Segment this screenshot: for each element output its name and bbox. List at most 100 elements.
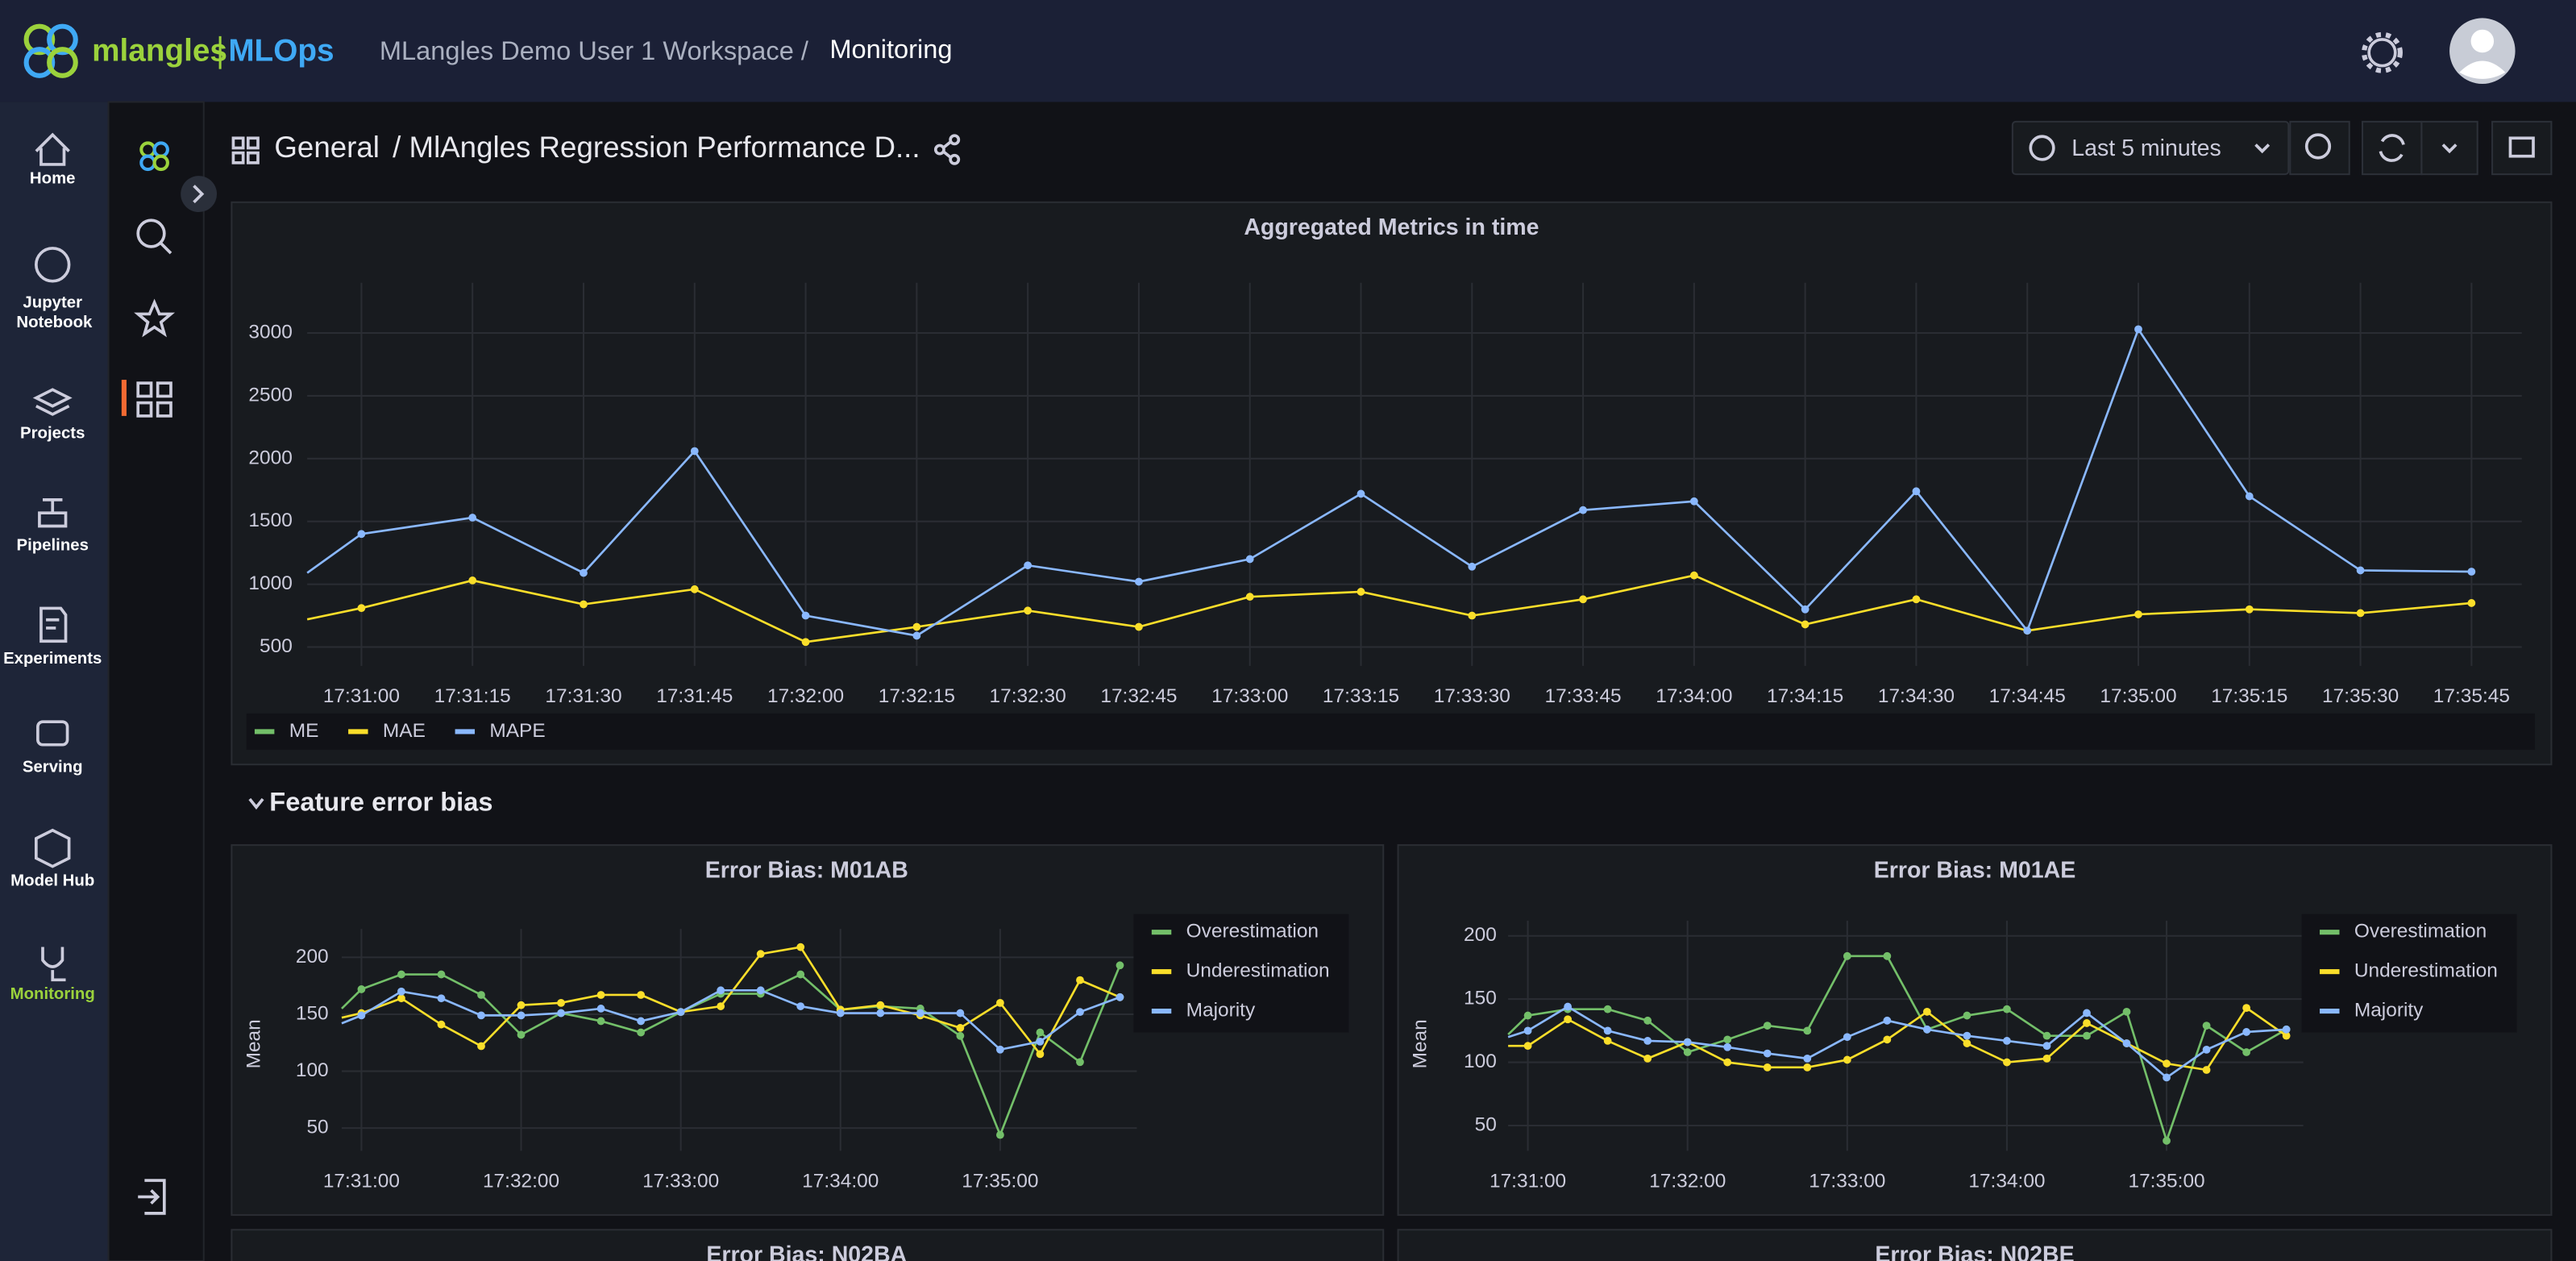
data-point xyxy=(2042,1054,2051,1063)
y-tick-label: 200 xyxy=(1464,924,1497,946)
dashboard-icon xyxy=(231,136,260,164)
data-point xyxy=(2083,1031,2091,1040)
data-point xyxy=(1683,1038,1692,1047)
y-tick-label: 200 xyxy=(296,946,329,968)
data-point xyxy=(2242,1048,2251,1056)
legend-label: Majority xyxy=(2354,1000,2424,1022)
breadcrumb-folder[interactable]: General xyxy=(274,131,380,164)
data-point xyxy=(1245,593,1254,601)
refresh-button[interactable] xyxy=(2362,120,2423,176)
y-tick-label: 150 xyxy=(296,1002,329,1024)
x-tick-label: 17:32:00 xyxy=(483,1171,559,1192)
nav-item[interactable]: Serving xyxy=(23,759,83,776)
y-axis-label: Mean xyxy=(1410,1019,1431,1068)
x-tick-label: 17:35:45 xyxy=(2433,685,2510,707)
data-point xyxy=(437,970,446,979)
y-tick-label: 500 xyxy=(260,635,293,657)
legend-swatch xyxy=(254,729,275,735)
data-point xyxy=(1801,620,1809,629)
data-point xyxy=(1579,506,1587,514)
data-point xyxy=(1036,1037,1045,1046)
logo[interactable]: mlangles MLOps xyxy=(23,23,334,78)
panel-title: Aggregated Metrics in time xyxy=(1244,214,1539,240)
y-tick-label: 150 xyxy=(1464,988,1497,1009)
nav-item[interactable]: Experiments xyxy=(3,650,102,668)
page-title: Monitoring xyxy=(829,34,952,64)
data-point xyxy=(1683,1048,1692,1056)
section-title[interactable]: Feature error bias xyxy=(269,787,492,817)
view-button[interactable] xyxy=(2491,120,2553,176)
data-point xyxy=(1963,1039,1971,1047)
data-point xyxy=(2163,1136,2171,1145)
zoom-out-button[interactable] xyxy=(2289,120,2350,176)
y-tick-label: 2000 xyxy=(248,447,292,468)
refresh-menu[interactable] xyxy=(2420,120,2478,176)
nav-item[interactable]: Model Hub xyxy=(10,872,94,889)
workspace: MLangles Demo User 1 Workspace / xyxy=(380,35,809,65)
x-tick-label: 17:33:00 xyxy=(642,1171,719,1192)
x-tick-label: 17:35:00 xyxy=(2100,685,2176,707)
data-point xyxy=(477,1011,485,1020)
data-point xyxy=(2163,1059,2171,1068)
nav-item[interactable]: Monitoring xyxy=(10,985,95,1003)
data-point xyxy=(2083,1009,2091,1018)
data-point xyxy=(1763,1063,1772,1072)
zoom-icon xyxy=(2304,133,2332,160)
settings-icon[interactable] xyxy=(2362,31,2403,73)
data-point xyxy=(1076,976,1084,984)
data-point xyxy=(1803,1054,1812,1063)
data-point xyxy=(1357,588,1365,596)
time-picker[interactable] xyxy=(2011,120,2290,176)
clock-icon xyxy=(2029,135,2055,161)
x-tick-label: 17:33:15 xyxy=(1323,685,1399,707)
data-point xyxy=(956,1009,965,1018)
data-point xyxy=(2122,1007,2131,1016)
inner-nav-icons[interactable] xyxy=(121,141,218,1215)
data-point xyxy=(1024,561,1032,570)
x-tick-label: 17:31:15 xyxy=(434,685,511,707)
data-point xyxy=(637,1028,646,1037)
data-point xyxy=(1468,562,1477,571)
nav-item[interactable]: Jupyter Notebook xyxy=(16,294,93,332)
data-point xyxy=(2042,1042,2051,1051)
data-point xyxy=(596,1005,605,1013)
x-tick-label: 17:33:00 xyxy=(1809,1171,1885,1192)
nav-item[interactable]: Pipelines xyxy=(16,536,88,554)
data-point xyxy=(2202,1066,2211,1074)
data-point xyxy=(2134,610,2142,618)
data-point xyxy=(2245,605,2254,614)
x-tick-label: 17:31:00 xyxy=(323,1171,400,1192)
data-point xyxy=(517,1011,526,1020)
x-tick-label: 17:32:30 xyxy=(990,685,1066,707)
data-point xyxy=(517,1001,526,1009)
legend xyxy=(246,713,2536,750)
data-point xyxy=(912,631,921,640)
x-tick-label: 17:34:00 xyxy=(802,1171,879,1192)
data-point xyxy=(2467,599,2476,607)
data-point xyxy=(557,998,565,1007)
x-tick-label: 17:31:45 xyxy=(656,685,733,707)
nav-item[interactable]: Projects xyxy=(20,425,85,443)
data-point xyxy=(1564,1002,1573,1011)
data-point xyxy=(1912,487,1921,496)
data-point xyxy=(468,514,477,522)
data-point xyxy=(1036,1028,1045,1037)
avatar[interactable] xyxy=(2449,18,2516,84)
data-point xyxy=(477,1042,485,1051)
data-point xyxy=(796,943,805,951)
data-point xyxy=(1843,951,1851,960)
share-icon[interactable] xyxy=(933,134,961,165)
panel xyxy=(231,1229,1385,1261)
collapse-icon[interactable] xyxy=(248,797,264,810)
data-point xyxy=(1922,1007,1931,1016)
y-tick-label: 1500 xyxy=(248,510,292,531)
x-tick-label: 17:32:45 xyxy=(1100,685,1177,707)
data-point xyxy=(1883,951,1892,960)
data-point xyxy=(1603,1005,1612,1013)
data-point xyxy=(357,530,366,539)
data-point xyxy=(1076,1008,1084,1017)
data-point xyxy=(477,991,485,999)
breadcrumb-dashboard: / MlAngles Regression Performance D... xyxy=(393,131,920,164)
nav-item[interactable]: Home xyxy=(30,170,76,188)
